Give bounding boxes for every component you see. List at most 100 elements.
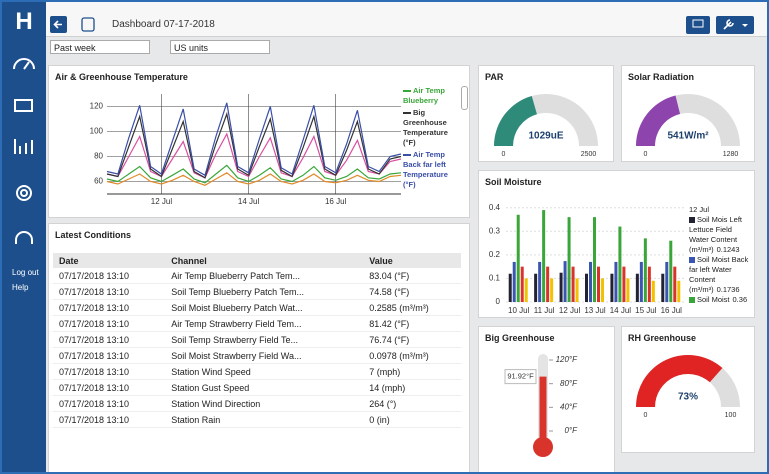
legend-entry: Air Temp Back far left Temperature (°F) bbox=[403, 150, 459, 190]
legend-swatch bbox=[689, 217, 695, 223]
x-tick-label: 12 Jul bbox=[151, 197, 173, 206]
toolbar-icons bbox=[50, 16, 110, 36]
table-cell: 07/17/2018 13:10 bbox=[53, 300, 165, 316]
y-tick-label: 60 bbox=[94, 177, 103, 186]
bar bbox=[618, 227, 621, 302]
bar bbox=[601, 278, 604, 302]
bar bbox=[550, 278, 553, 302]
x-tick-label: 16 Jul bbox=[661, 306, 683, 315]
table-cell: Soil Moist Strawberry Field Wa... bbox=[165, 348, 363, 364]
table-row: 07/17/2018 13:10Station Wind Speed7 (mph… bbox=[53, 364, 461, 380]
gauge-label: 541W/m² bbox=[667, 131, 709, 142]
y-tick-label: 0.4 bbox=[489, 203, 501, 212]
line-series bbox=[107, 165, 401, 183]
devices-icon[interactable] bbox=[15, 100, 32, 111]
help-link[interactable]: Help bbox=[12, 283, 28, 292]
legend-entry: Air Temp Blueberry bbox=[403, 86, 459, 106]
table-cell: 81.42 (°F) bbox=[363, 316, 461, 332]
logo[interactable]: H bbox=[2, 8, 46, 36]
legend-entry: Big Greenhouse Temperature (°F) bbox=[403, 108, 459, 148]
legend: Air Temp Blueberry Big Greenhouse Tempera… bbox=[403, 86, 459, 210]
table-cell: 07/17/2018 13:10 bbox=[53, 284, 165, 300]
tooltip-value: 0.36 bbox=[733, 295, 748, 304]
thermo-tick-label: 40°F bbox=[560, 402, 578, 411]
thermometer: 120°F80°F40°F0°F91.92°F bbox=[479, 327, 614, 472]
gauge-max: 2500 bbox=[581, 151, 597, 158]
bar bbox=[517, 215, 520, 302]
gauge-min: 0 bbox=[502, 151, 506, 158]
units-value: US units bbox=[174, 43, 208, 53]
x-tick-label: 10 Jul bbox=[508, 306, 530, 315]
column-header: Date bbox=[53, 253, 165, 268]
bar bbox=[636, 274, 639, 302]
y-tick-label: 80 bbox=[94, 152, 103, 161]
tooltip-value: 0.1736 bbox=[717, 285, 740, 294]
table-row: 07/17/2018 13:10Soil Temp Strawberry Fie… bbox=[53, 332, 461, 348]
table-cell: 264 (°) bbox=[363, 396, 461, 412]
table-cell: Soil Temp Strawberry Field Te... bbox=[165, 332, 363, 348]
bar bbox=[568, 217, 571, 302]
legend-label: Air Temp Blueberry bbox=[403, 86, 445, 105]
y-tick-label: 0.1 bbox=[489, 274, 501, 283]
table-row: 07/17/2018 13:10Air Temp Strawberry Fiel… bbox=[53, 316, 461, 332]
scrollbar[interactable] bbox=[461, 86, 468, 110]
x-tick-label: 16 Jul bbox=[325, 197, 347, 206]
bar bbox=[525, 278, 528, 302]
table-cell: 07/17/2018 13:10 bbox=[53, 348, 165, 364]
charts-icon[interactable] bbox=[15, 139, 32, 154]
table-cell: 0.0978 (m³/m³) bbox=[363, 348, 461, 364]
period-select[interactable]: Past week bbox=[50, 40, 150, 54]
tooltip-entry: Soil Moist0.36 bbox=[689, 295, 753, 305]
bar bbox=[572, 267, 575, 302]
dashboard-icon[interactable] bbox=[24, 62, 29, 69]
y-tick-label: 100 bbox=[90, 127, 104, 136]
dashboard-badge bbox=[82, 18, 94, 31]
bar bbox=[626, 278, 629, 302]
table-cell: 74.58 (°F) bbox=[363, 284, 461, 300]
latest-conditions-panel: Latest Conditions DateChannelValue07/17/… bbox=[48, 223, 470, 473]
bar bbox=[509, 274, 512, 302]
tooltip-value: 0.1243 bbox=[717, 245, 740, 254]
bar bbox=[597, 267, 600, 302]
table-cell: 0.2585 (m³/m³) bbox=[363, 300, 461, 316]
settings-icon bbox=[21, 190, 27, 196]
bar bbox=[652, 281, 655, 302]
bar bbox=[665, 262, 668, 302]
bar bbox=[644, 238, 647, 302]
sidebar: H Log out Help bbox=[2, 2, 46, 472]
bar bbox=[576, 278, 579, 302]
column-header: Value bbox=[363, 253, 461, 268]
bar bbox=[640, 262, 643, 302]
rh-gauge: 73%0100 bbox=[622, 327, 754, 452]
x-tick-label: 14 Jul bbox=[238, 197, 260, 206]
table-cell: Air Temp Strawberry Field Tem... bbox=[165, 316, 363, 332]
table-cell: 07/17/2018 13:10 bbox=[53, 268, 165, 284]
par-gauge: 1029uE02500 bbox=[479, 66, 613, 161]
bar bbox=[521, 267, 524, 302]
conditions-table: DateChannelValue07/17/2018 13:10Air Temp… bbox=[53, 253, 461, 428]
tools-button[interactable] bbox=[716, 16, 754, 34]
legend-swatch bbox=[403, 154, 411, 156]
column-header: Channel bbox=[165, 253, 363, 268]
thermo-level bbox=[540, 377, 547, 441]
bar bbox=[661, 274, 664, 302]
units-select[interactable]: US units bbox=[170, 40, 270, 54]
bar bbox=[589, 262, 592, 302]
table-cell: Station Wind Speed bbox=[165, 364, 363, 380]
line-series bbox=[107, 103, 401, 176]
bar bbox=[677, 281, 680, 302]
thermo-tick-label: 120°F bbox=[556, 355, 579, 364]
display-button[interactable] bbox=[686, 16, 710, 34]
logout-link[interactable]: Log out bbox=[12, 268, 39, 277]
table-row: 07/17/2018 13:10Soil Moist Blueberry Pat… bbox=[53, 300, 461, 316]
nav-icons bbox=[2, 42, 46, 252]
support-icon[interactable] bbox=[16, 232, 32, 244]
x-tick-label: 15 Jul bbox=[635, 306, 657, 315]
bar bbox=[673, 267, 676, 302]
settings-icon[interactable] bbox=[17, 186, 31, 200]
bar bbox=[560, 273, 563, 302]
x-tick-label: 11 Jul bbox=[534, 306, 555, 315]
table-cell: Soil Temp Blueberry Patch Tem... bbox=[165, 284, 363, 300]
bar bbox=[534, 274, 537, 302]
